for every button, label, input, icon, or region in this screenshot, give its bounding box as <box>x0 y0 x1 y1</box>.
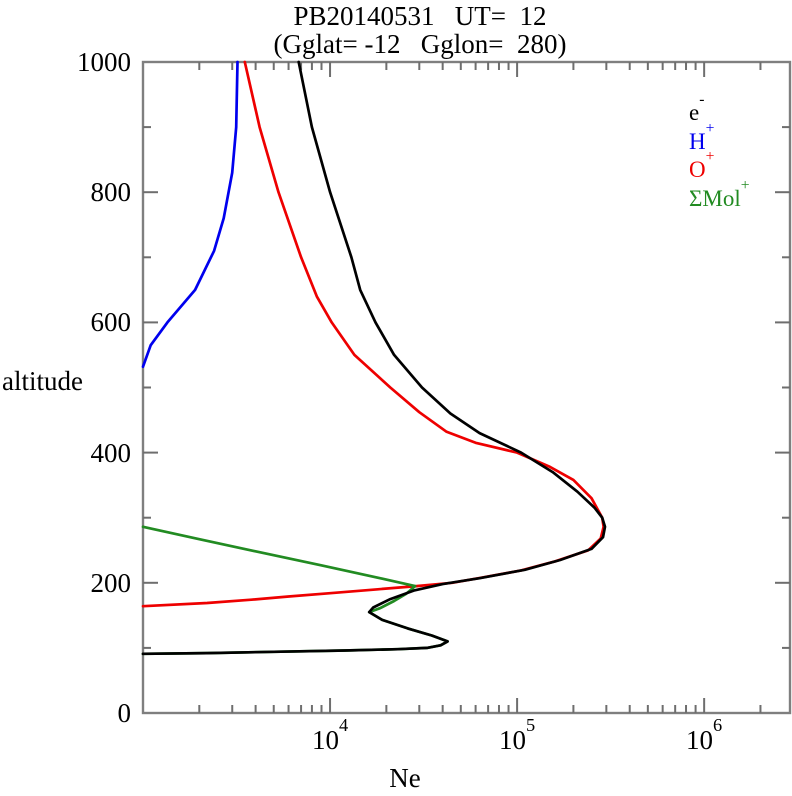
x-tick-label: 104 <box>311 714 349 755</box>
y-tick-label: 1000 <box>77 47 131 77</box>
y-tick-label: 600 <box>90 307 132 338</box>
y-tick-label: 200 <box>90 567 132 598</box>
chart-subtitle: (Gglat= -12 Gglon= 280) <box>273 29 567 59</box>
legend-entry-O+: O+ <box>689 148 715 182</box>
legend-entry-H+: H+ <box>689 119 715 154</box>
legend-entry-Mol+: ΣMol+ <box>689 176 750 211</box>
y-tick-label: 800 <box>90 177 132 208</box>
legend-entry-e-: e- <box>689 91 705 125</box>
series-Mol+ <box>141 525 449 656</box>
x-axis-label: Ne <box>389 763 421 793</box>
chart-title: PB20140531 UT= 12 <box>293 1 547 31</box>
y-tick-label: 0 <box>117 698 132 728</box>
x-tick-label: 105 <box>499 714 536 755</box>
x-tick-label: 106 <box>686 714 723 755</box>
series-O+ <box>141 60 605 608</box>
series-e- <box>141 60 607 656</box>
y-axis-label: altitude <box>2 366 83 396</box>
y-tick-label: 400 <box>90 437 132 468</box>
series-H+ <box>141 60 239 369</box>
